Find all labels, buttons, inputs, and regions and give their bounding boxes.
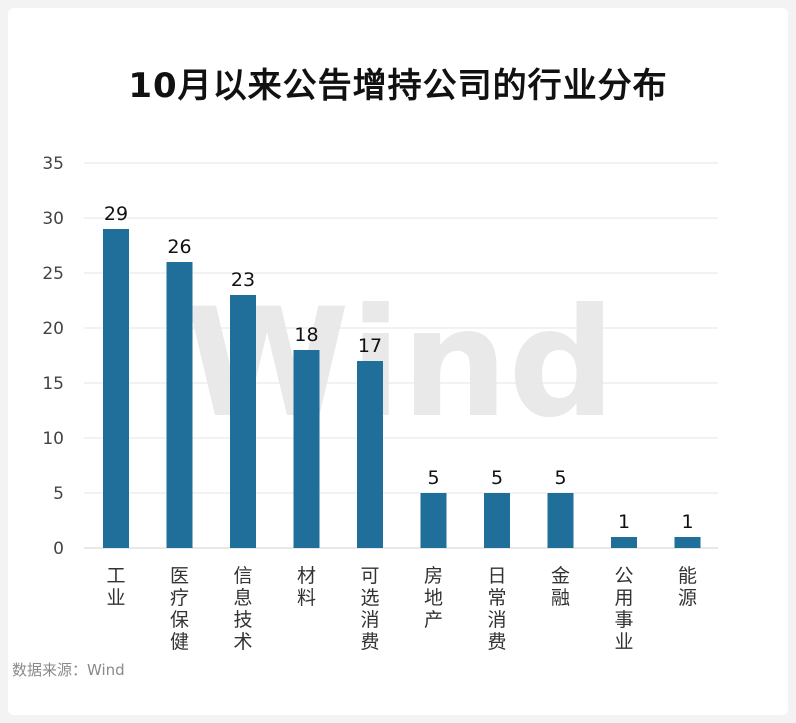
y-axis-ticks: 0 5 10 15 20 25 30 35 bbox=[42, 154, 64, 559]
x-tick-label: 地 bbox=[424, 587, 443, 609]
x-tick-label: 术 bbox=[233, 631, 252, 653]
x-tick-label: 源 bbox=[678, 587, 697, 609]
x-tick-label: 能 bbox=[678, 565, 697, 587]
bar bbox=[420, 493, 447, 548]
x-tick-label: 费 bbox=[360, 631, 379, 653]
x-tick-label: 保 bbox=[170, 609, 189, 631]
y-tick-label: 30 bbox=[42, 209, 64, 229]
chart-title: 10月以来公告增持公司的行业分布 bbox=[128, 66, 668, 106]
data-label: 23 bbox=[231, 269, 255, 291]
watermark-logo: Wind bbox=[184, 277, 615, 451]
x-tick-label: 可 bbox=[360, 565, 379, 587]
bar bbox=[293, 350, 320, 548]
bar bbox=[611, 537, 637, 548]
chart-card bbox=[8, 8, 788, 715]
x-tick-label: 材 bbox=[297, 565, 316, 587]
x-tick-label: 疗 bbox=[170, 587, 189, 609]
x-tick-label: 房 bbox=[424, 565, 443, 587]
bar bbox=[230, 295, 256, 548]
y-tick-label: 35 bbox=[42, 154, 64, 174]
y-tick-label: 0 bbox=[53, 539, 64, 559]
data-label: 5 bbox=[427, 467, 439, 489]
y-tick-label: 15 bbox=[42, 374, 64, 394]
y-tick-label: 25 bbox=[42, 264, 64, 284]
x-tick-label: 医 bbox=[170, 565, 189, 587]
data-label: 18 bbox=[294, 324, 318, 346]
data-label: 5 bbox=[491, 467, 503, 489]
bar bbox=[103, 229, 129, 548]
x-tick-label: 健 bbox=[170, 631, 189, 653]
x-tick-label: 消 bbox=[360, 609, 379, 631]
data-label: 29 bbox=[104, 203, 128, 225]
x-tick-label: 金 bbox=[551, 565, 570, 587]
x-tick-label: 选 bbox=[360, 587, 379, 609]
bars bbox=[103, 229, 701, 548]
x-tick-label: 产 bbox=[424, 609, 443, 631]
bar bbox=[547, 493, 574, 548]
bar bbox=[357, 361, 383, 548]
bar bbox=[674, 537, 701, 548]
x-tick-label: 常 bbox=[487, 587, 506, 609]
data-label: 1 bbox=[681, 511, 693, 533]
x-tick-label: 料 bbox=[297, 587, 316, 609]
source-note: 数据来源：Wind bbox=[12, 661, 125, 679]
x-tick-label: 业 bbox=[614, 631, 633, 653]
y-tick-label: 5 bbox=[53, 484, 64, 504]
data-label: 17 bbox=[358, 335, 382, 357]
x-tick-label: 业 bbox=[106, 587, 125, 609]
x-tick-label: 公 bbox=[614, 565, 633, 587]
x-tick-label: 信 bbox=[233, 565, 252, 587]
x-tick-label: 用 bbox=[614, 587, 633, 609]
data-label: 26 bbox=[167, 236, 191, 258]
y-tick-label: 10 bbox=[42, 429, 64, 449]
x-tick-label: 工 bbox=[106, 565, 125, 587]
data-label: 5 bbox=[554, 467, 566, 489]
x-tick-label: 日 bbox=[487, 565, 506, 587]
bar bbox=[484, 493, 510, 548]
x-tick-label: 费 bbox=[487, 631, 506, 653]
x-tick-label: 融 bbox=[551, 587, 570, 609]
x-tick-label: 技 bbox=[233, 609, 252, 631]
y-tick-label: 20 bbox=[42, 319, 64, 339]
data-labels: 29 26 23 18 17 5 5 5 1 1 bbox=[104, 203, 694, 533]
watermark-text: Wind bbox=[184, 277, 615, 451]
bar bbox=[166, 262, 193, 548]
x-tick-label: 事 bbox=[614, 609, 633, 631]
x-tick-label: 息 bbox=[233, 587, 252, 609]
x-tick-label: 消 bbox=[487, 609, 506, 631]
data-label: 1 bbox=[618, 511, 630, 533]
